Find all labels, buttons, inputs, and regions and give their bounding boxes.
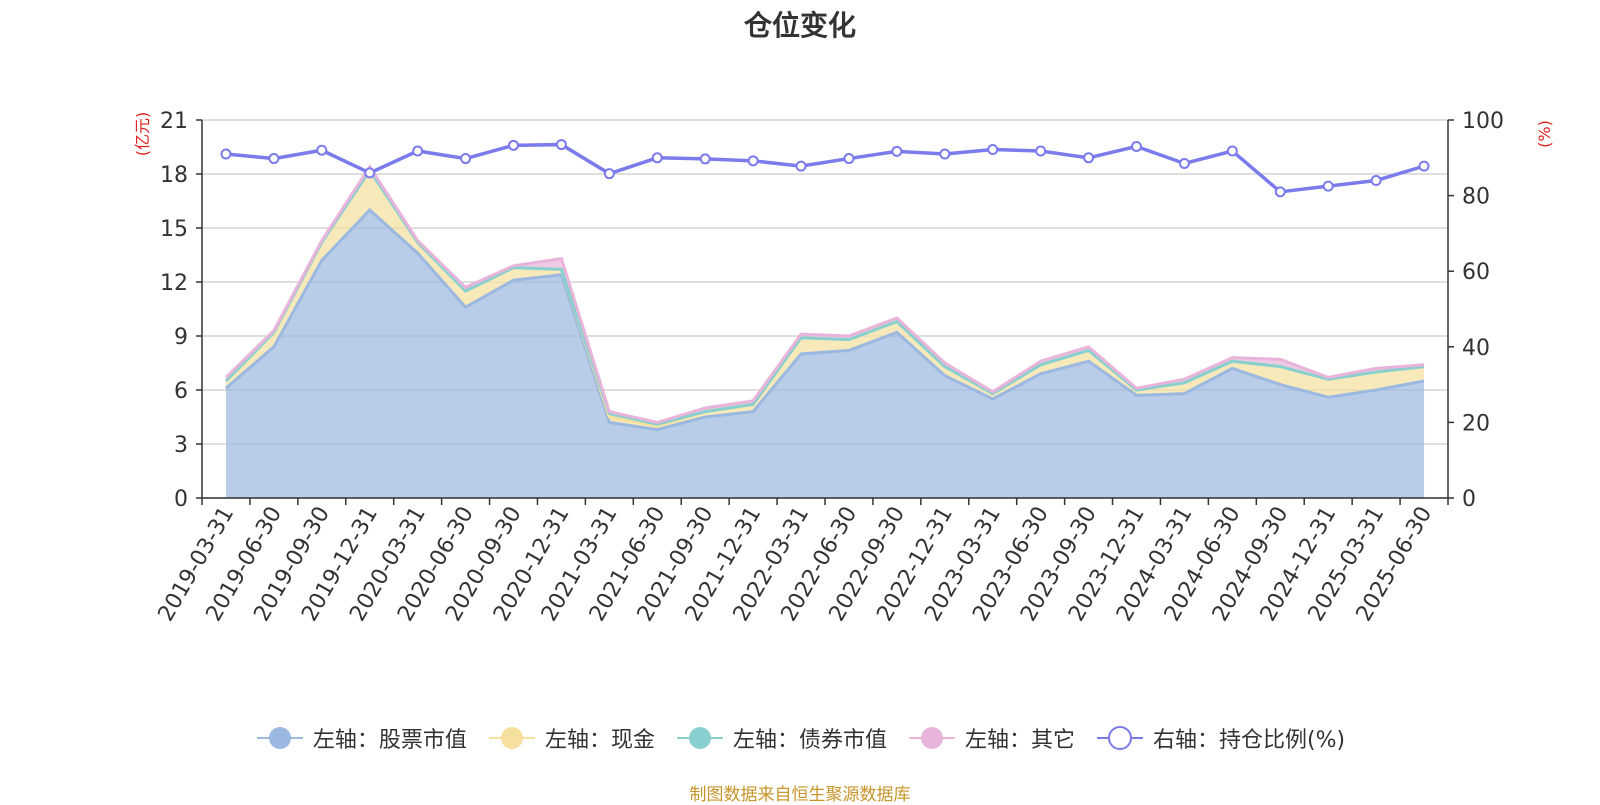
legend-label: 左轴：债券市值 [732, 728, 887, 753]
legend-label: 左轴：股票市值 [312, 728, 467, 753]
legend-item[interactable]: 左轴：其它 [907, 722, 1075, 754]
source-note: 制图数据来自恒生聚源数据库 [689, 785, 911, 805]
point-position-ratio [1418, 160, 1430, 172]
point-position-ratio [843, 153, 855, 165]
y-left-axis-label: (亿元) [133, 112, 152, 157]
point-position-ratio [603, 168, 615, 180]
point-position-ratio [939, 148, 951, 160]
point-position-ratio [555, 139, 567, 151]
y-right-axis-label: (%) [1535, 120, 1554, 148]
point-position-ratio [220, 148, 232, 160]
y-right-tick-label: 0 [1462, 487, 1476, 512]
legend-marker-icon [256, 727, 303, 749]
point-position-ratio [268, 153, 280, 165]
point-position-ratio [364, 167, 376, 179]
point-position-ratio [747, 155, 759, 167]
point-position-ratio [699, 153, 711, 165]
legend-marker-icon [488, 727, 535, 749]
y-left-tick-label: 12 [160, 271, 188, 296]
legend-label: 左轴：现金 [544, 728, 655, 753]
chart-title: 仓位变化 [743, 9, 856, 42]
point-position-ratio [1178, 157, 1190, 169]
y-right-tick-label: 40 [1462, 336, 1490, 361]
point-position-ratio [1274, 186, 1286, 198]
point-position-ratio [1131, 140, 1142, 152]
area-左轴：现金 [225, 170, 1425, 430]
y-right-tick-label: 20 [1462, 411, 1490, 436]
y-left-tick-label: 9 [174, 325, 188, 350]
point-position-ratio [987, 143, 999, 155]
y-left-tick-label: 18 [160, 163, 188, 188]
legend-marker-icon [676, 727, 723, 749]
legend-label: 右轴：持仓比例(%) [1152, 728, 1346, 753]
line-左轴：股票市值 [224, 207, 1425, 432]
y-right-tick-label: 80 [1462, 185, 1490, 210]
point-position-ratio [1226, 145, 1238, 157]
y-left-tick-label: 6 [174, 379, 188, 404]
point-position-ratio [651, 152, 663, 164]
legend-label: 左轴：其它 [964, 728, 1075, 753]
y-right-tick-label: 100 [1462, 109, 1504, 134]
line-左轴：其它 [224, 164, 1425, 424]
point-position-ratio [1035, 145, 1047, 157]
legend-item[interactable]: 右轴：持仓比例(%) [1095, 722, 1345, 754]
point-position-ratio [412, 145, 424, 157]
legend: 左轴：股票市值 左轴：现金 左轴：债券市值 左轴：其它 右轴：持仓比例(%) [0, 722, 1600, 754]
point-position-ratio [795, 160, 807, 172]
point-position-ratio [460, 153, 472, 165]
point-position-ratio [1083, 152, 1095, 164]
legend-marker-icon [1096, 726, 1143, 750]
legend-item[interactable]: 左轴：股票市值 [255, 722, 467, 754]
y-left-tick-label: 0 [174, 487, 188, 512]
area-左轴：股票市值 [225, 210, 1425, 498]
y-left-tick-label: 15 [160, 217, 188, 242]
y-left-tick-label: 21 [160, 109, 188, 134]
legend-item[interactable]: 左轴：现金 [487, 722, 655, 754]
point-position-ratio [508, 139, 519, 151]
point-position-ratio [891, 145, 903, 157]
point-position-ratio [1370, 174, 1382, 186]
point-position-ratio [1322, 180, 1334, 192]
line-position-ratio [225, 142, 1425, 194]
line-左轴：债券市值 [224, 167, 1425, 426]
legend-marker-icon [908, 727, 955, 749]
point-position-ratio [316, 144, 328, 156]
y-left-tick-label: 3 [174, 433, 188, 458]
y-right-tick-label: 60 [1462, 260, 1490, 285]
legend-item[interactable]: 左轴：债券市值 [675, 722, 887, 754]
